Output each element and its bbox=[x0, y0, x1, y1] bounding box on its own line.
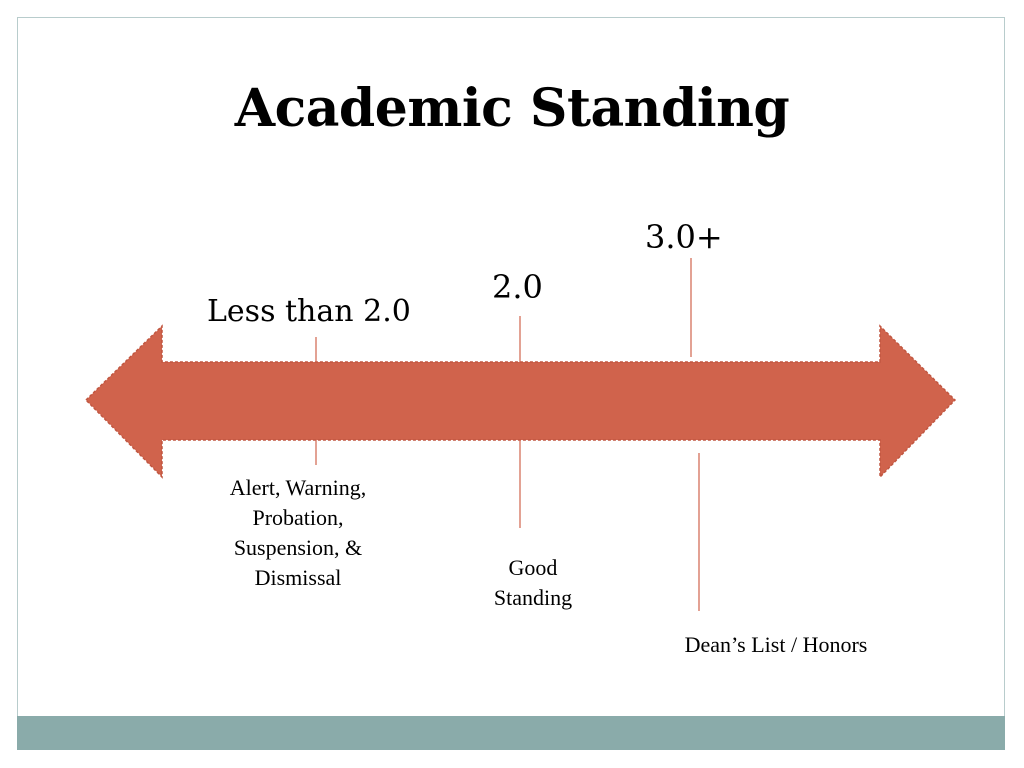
desc-line: Probation, bbox=[252, 505, 344, 530]
double-headed-arrow bbox=[84, 324, 957, 479]
desc-line: Dean’s List / Honors bbox=[684, 632, 868, 657]
gpa-label-3-plus: 3.0+ bbox=[645, 218, 723, 256]
footer-band bbox=[17, 716, 1005, 750]
desc-line: Alert, Warning, bbox=[229, 475, 367, 500]
desc-line: Dismissal bbox=[254, 565, 342, 590]
slide-title: Academic Standing bbox=[234, 78, 790, 139]
desc-3-plus: Dean’s List / Honors bbox=[648, 630, 904, 660]
gpa-label-less-than-2: Less than 2.0 bbox=[207, 294, 411, 329]
desc-line: Standing bbox=[493, 585, 573, 610]
desc-line: Suspension, & bbox=[233, 535, 363, 560]
desc-less-than-2: Alert, Warning, Probation, Suspension, &… bbox=[188, 473, 408, 593]
desc-line: Good bbox=[508, 555, 558, 580]
gpa-label-2: 2.0 bbox=[492, 268, 543, 306]
desc-2: Good Standing bbox=[463, 553, 603, 613]
